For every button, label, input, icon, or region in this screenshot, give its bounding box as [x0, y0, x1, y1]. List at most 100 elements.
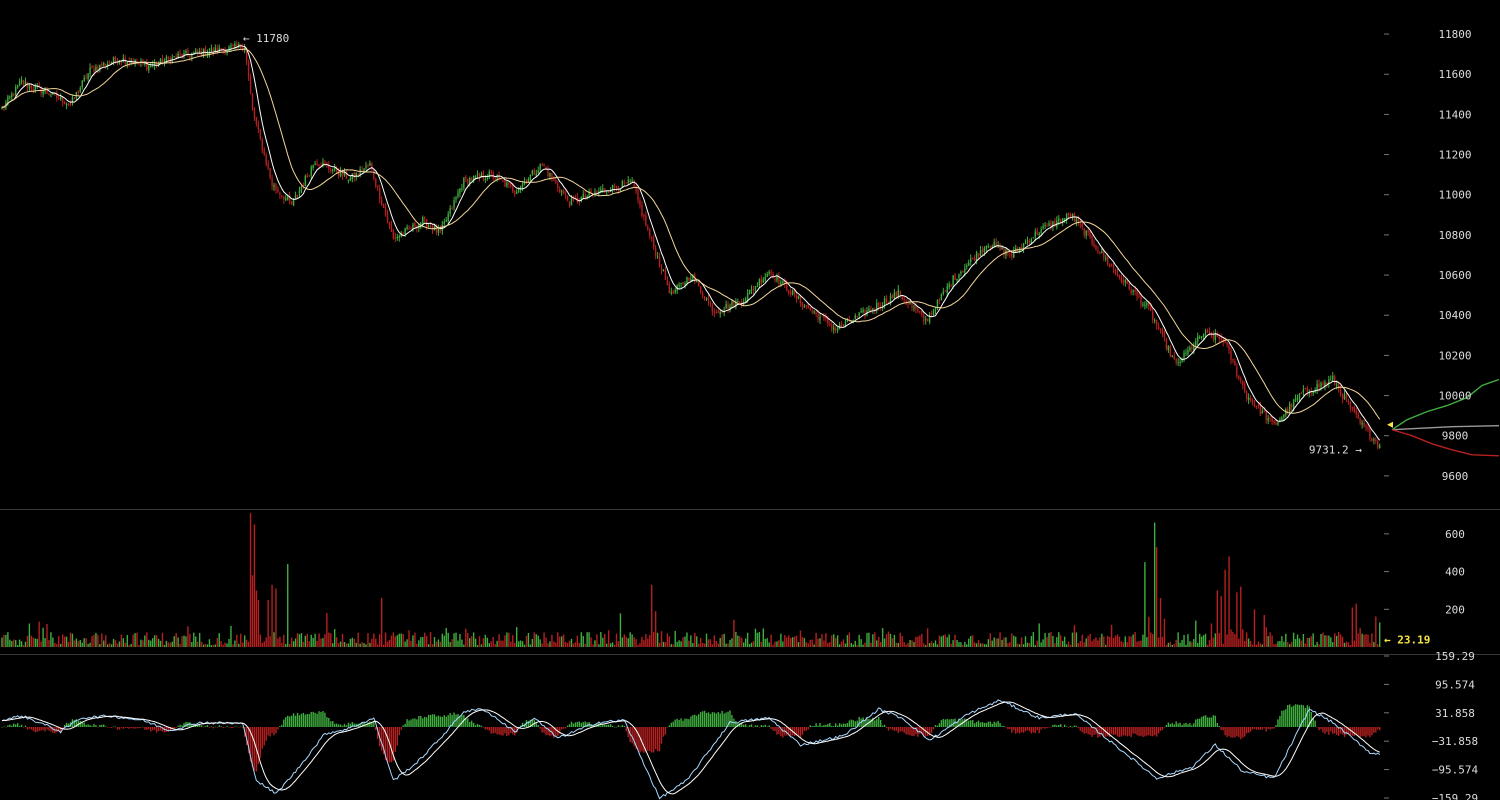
- histogram-bar: [670, 722, 672, 727]
- candle-body: [923, 314, 925, 321]
- volume-bar: [1112, 637, 1115, 647]
- price-tick-label: 9800: [1442, 430, 1469, 443]
- volume-bar: [1150, 632, 1152, 647]
- candle: [312, 164, 314, 171]
- volume-bar: [54, 642, 56, 647]
- histogram-bar: [1107, 727, 1109, 736]
- volume-bar: [75, 638, 78, 647]
- volume-bar: [652, 631, 655, 647]
- candle: [1173, 351, 1175, 360]
- histogram-bar: [281, 724, 283, 727]
- candle-body: [308, 175, 310, 177]
- histogram-bar: [641, 727, 643, 752]
- histogram-bar: [1187, 724, 1189, 727]
- candle: [1343, 390, 1346, 400]
- histogram-bar: [723, 713, 725, 727]
- volume-bar: [292, 641, 295, 647]
- candle-body: [1101, 251, 1103, 253]
- candle-body: [1144, 304, 1146, 306]
- volume-bar: [480, 644, 483, 647]
- volume-bar: [1341, 636, 1344, 647]
- candle-body: [322, 162, 324, 167]
- histogram-bar: [101, 724, 103, 727]
- volume-bar: [138, 644, 140, 647]
- volume-bar: [641, 636, 643, 647]
- candle-body: [672, 291, 674, 294]
- candle: [774, 275, 776, 283]
- histogram-bar: [36, 727, 38, 732]
- candle-body: [457, 192, 459, 197]
- candle: [721, 309, 723, 314]
- candle-body: [975, 252, 978, 261]
- candle: [79, 86, 81, 94]
- volume-bar: [1128, 636, 1130, 647]
- histogram-bar: [118, 727, 121, 730]
- histogram-bar: [1224, 727, 1226, 736]
- histogram-bar: [547, 727, 549, 735]
- histogram-bar: [574, 722, 577, 727]
- volume-bar: [153, 635, 156, 647]
- candle: [1003, 247, 1005, 259]
- candle-body: [1173, 355, 1175, 360]
- candle-body: [1067, 212, 1070, 215]
- volume-bar: [606, 643, 608, 647]
- candle-body: [1152, 311, 1154, 320]
- candle: [647, 224, 649, 232]
- volume-bar: [864, 642, 866, 647]
- volume-bar: [1339, 634, 1342, 647]
- candle: [919, 310, 921, 315]
- histogram-bar: [1312, 717, 1314, 727]
- histogram-bar: [829, 723, 831, 727]
- histogram-bar: [433, 714, 436, 727]
- candle-body: [183, 52, 185, 57]
- candle: [834, 325, 837, 334]
- volume-bar: [891, 638, 894, 647]
- histogram-bar: [418, 716, 420, 727]
- candle-body: [1132, 290, 1134, 292]
- candle-body: [486, 177, 489, 179]
- candle: [18, 78, 21, 87]
- candle-body: [99, 64, 101, 70]
- volume-bar: [1120, 641, 1123, 647]
- histogram-bar: [1081, 727, 1083, 733]
- candle-body: [874, 308, 876, 310]
- candle: [596, 189, 598, 194]
- histogram-bar: [1343, 727, 1346, 738]
- candle-body: [1124, 280, 1127, 283]
- histogram-bar: [150, 727, 152, 732]
- candle-body: [472, 175, 475, 182]
- candle-body: [1185, 352, 1187, 354]
- candle-body: [584, 194, 586, 198]
- candle: [805, 305, 808, 310]
- candle: [829, 320, 831, 327]
- histogram-bar: [249, 727, 252, 762]
- candle-body: [292, 198, 295, 206]
- histogram-bar: [402, 725, 404, 727]
- candle-body: [146, 62, 148, 70]
- volume-bar: [277, 638, 279, 647]
- volume-bar: [741, 637, 743, 647]
- candle-body: [404, 228, 406, 234]
- histogram-bar: [79, 720, 81, 727]
- histogram-bar: [1, 727, 3, 728]
- candle-body: [932, 309, 935, 316]
- candle-body: [185, 50, 187, 53]
- histogram-bar: [240, 726, 242, 728]
- volume-bar: [1359, 628, 1361, 647]
- volume-bar: [1200, 636, 1203, 647]
- histogram-bar: [91, 726, 93, 727]
- histogram-bar: [690, 716, 692, 727]
- histogram-bar: [1210, 717, 1213, 727]
- histogram-bar: [24, 725, 27, 727]
- candle-body: [682, 282, 684, 285]
- volume-bar: [238, 643, 240, 647]
- candle-body: [210, 48, 213, 51]
- histogram-bar: [1306, 705, 1309, 727]
- candle-body: [1281, 417, 1283, 420]
- volume-bar: [328, 632, 330, 647]
- histogram-bar: [202, 727, 205, 728]
- histogram-bar: [228, 727, 230, 728]
- histogram-bar: [484, 727, 487, 730]
- volume-bar: [1261, 644, 1264, 647]
- volume-bar: [1175, 639, 1177, 647]
